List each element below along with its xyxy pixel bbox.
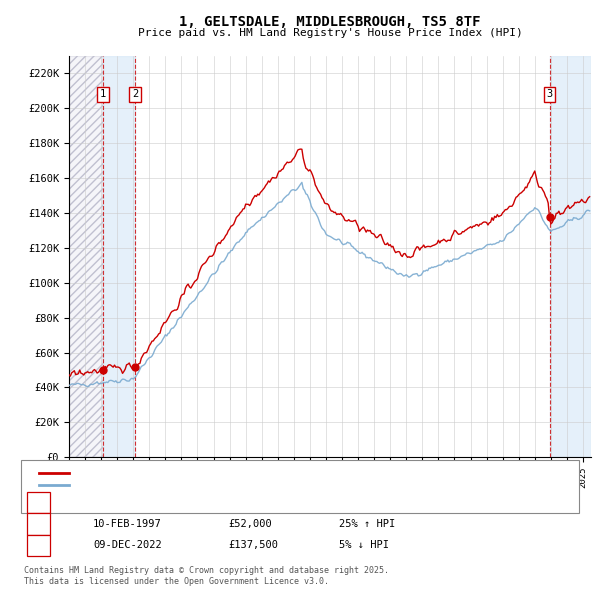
Text: 1: 1	[35, 498, 41, 507]
Text: 24-FEB-1995: 24-FEB-1995	[93, 498, 162, 507]
Text: 3: 3	[35, 540, 41, 550]
Text: 09-DEC-2022: 09-DEC-2022	[93, 540, 162, 550]
Text: £137,500: £137,500	[228, 540, 278, 550]
Point	[545, 212, 554, 222]
Text: 5% ↓ HPI: 5% ↓ HPI	[339, 540, 389, 550]
Text: Contains HM Land Registry data © Crown copyright and database right 2025.
This d: Contains HM Land Registry data © Crown c…	[24, 566, 389, 586]
Bar	[69, 56, 103, 457]
Text: 1, GELTSDALE, MIDDLESBROUGH, TS5 8TF: 1, GELTSDALE, MIDDLESBROUGH, TS5 8TF	[179, 15, 481, 29]
Text: 1: 1	[100, 90, 106, 100]
Text: 23% ↑ HPI: 23% ↑ HPI	[339, 498, 395, 507]
Point	[98, 365, 108, 375]
Bar	[103, 56, 135, 457]
Text: HPI: Average price, semi-detached house, Middlesbrough: HPI: Average price, semi-detached house,…	[72, 480, 383, 490]
Text: Price paid vs. HM Land Registry's House Price Index (HPI): Price paid vs. HM Land Registry's House …	[137, 28, 523, 38]
Text: 1, GELTSDALE, MIDDLESBROUGH, TS5 8TF (semi-detached house): 1, GELTSDALE, MIDDLESBROUGH, TS5 8TF (se…	[72, 468, 406, 478]
Point	[130, 362, 140, 371]
Text: 10-FEB-1997: 10-FEB-1997	[93, 519, 162, 529]
Text: £50,000: £50,000	[228, 498, 272, 507]
Text: 2: 2	[132, 90, 138, 100]
Bar	[69, 56, 103, 457]
Bar	[550, 56, 591, 457]
Text: £52,000: £52,000	[228, 519, 272, 529]
Text: 2: 2	[35, 519, 41, 529]
Text: 3: 3	[547, 90, 553, 100]
Text: 25% ↑ HPI: 25% ↑ HPI	[339, 519, 395, 529]
